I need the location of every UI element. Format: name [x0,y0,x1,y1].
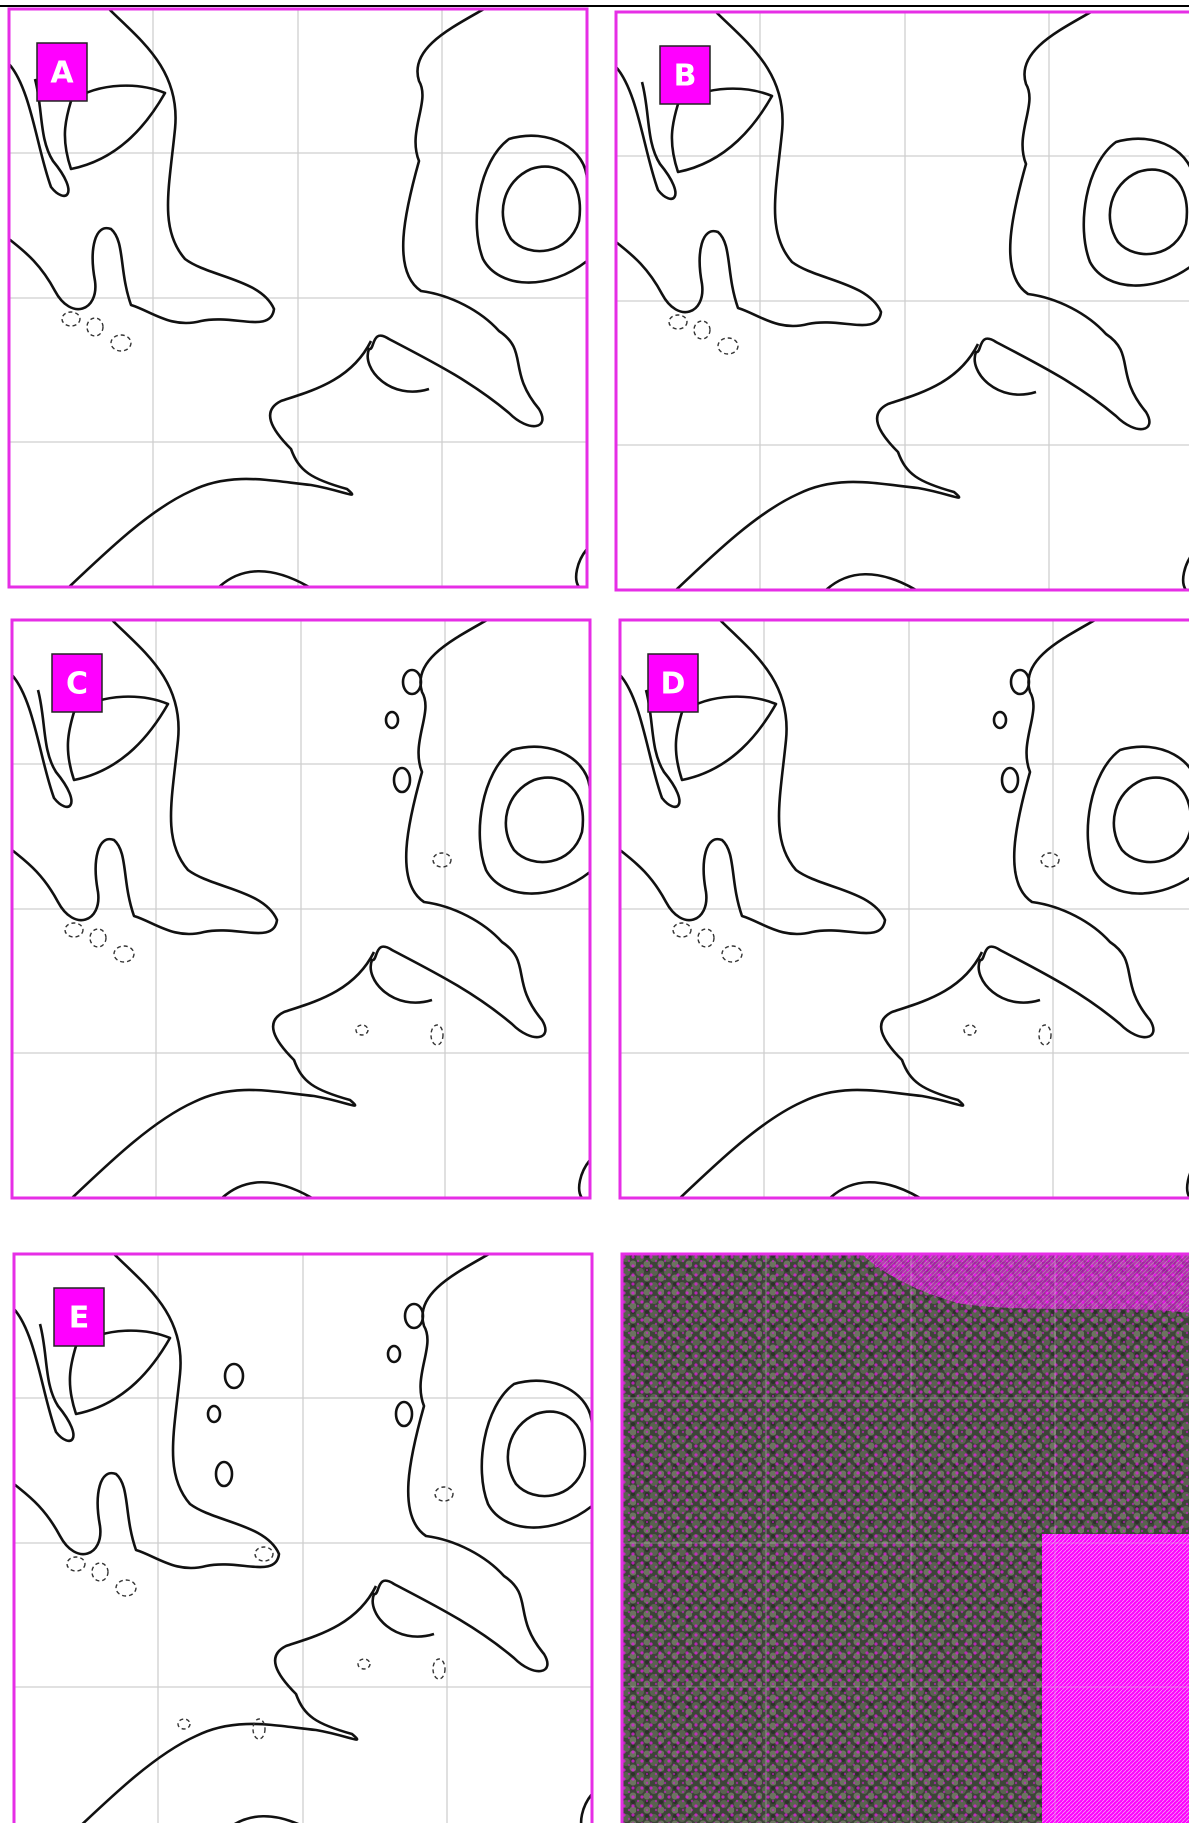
contour-panel: C [12,620,590,1198]
panel-label: D [661,667,686,702]
panel-label: E [69,1301,90,1336]
page: ABCDE (() => { const data = JSON.parse(d… [0,0,1189,1823]
contour-panel: E [14,1254,592,1823]
contour-panel: B [616,12,1189,590]
ground-points [1042,1534,1189,1823]
contour-panel: A [9,9,587,587]
contour-panel: D [620,620,1189,1198]
panel-label: B [674,59,697,94]
panel-content [9,9,587,587]
aerial-panel [622,1254,1189,1823]
figure: A B C D E [0,0,1189,1823]
panel-content [620,620,1189,1198]
panel-label: A [50,56,74,91]
aerial-content [622,1254,1189,1823]
panel-label: C [66,667,88,702]
